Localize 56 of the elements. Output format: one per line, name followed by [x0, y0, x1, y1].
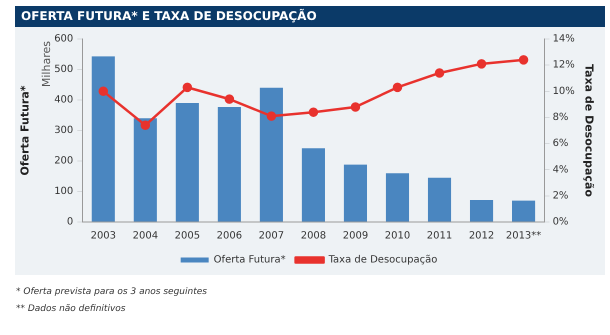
y-tick-label: 100 — [54, 186, 74, 198]
point — [350, 102, 360, 112]
text: ** Dados não definitivos — [16, 303, 126, 316]
y2-tick-label: 4% — [552, 164, 568, 176]
bar — [260, 88, 283, 222]
y2-tick-label: 14% — [552, 34, 575, 45]
x-tick-label: 2010 — [384, 230, 410, 242]
x-tick-label: 2013** — [506, 230, 542, 242]
y-tick-label: 300 — [54, 125, 74, 136]
y-tick-label: 600 — [54, 34, 74, 45]
y2-tick-label: 6% — [552, 138, 568, 150]
y2-tick-label: 10% — [552, 86, 575, 97]
y2-tick-label: 0% — [552, 216, 568, 228]
x-tick-label: 2003 — [90, 230, 116, 242]
y-tick-label: 200 — [54, 156, 74, 167]
bar — [512, 200, 536, 222]
bar — [92, 56, 115, 222]
x-tick-label: 2006 — [216, 230, 242, 242]
chart-title: OFERTA FUTURA* E TAXA DE DESOCUPAÇÃO — [15, 6, 605, 27]
y2-tick-label: 12% — [552, 60, 575, 71]
x-tick-label: 2005 — [174, 230, 200, 242]
x-tick-label: 2011 — [426, 230, 452, 242]
y2-axis-title: Taxa de Desocupação — [582, 64, 596, 198]
text: * Oferta prevista para os 3 anos seguintes — [16, 286, 207, 299]
bar — [176, 103, 199, 222]
y2-tick-label: 2% — [552, 190, 568, 202]
bar — [218, 107, 241, 222]
x-tick-label: 2004 — [132, 230, 158, 242]
bar — [428, 178, 452, 222]
x-tick-label: 2009 — [342, 230, 368, 242]
bar — [344, 164, 368, 222]
point — [308, 107, 318, 117]
text: Milhares — [40, 40, 53, 88]
point — [434, 68, 444, 78]
point — [392, 82, 402, 92]
bar — [302, 148, 325, 222]
x-tick-label: 2008 — [300, 230, 326, 242]
bar — [134, 118, 157, 222]
y-axis-title: Oferta Futura* — [18, 85, 32, 176]
point — [476, 59, 486, 69]
point — [266, 111, 276, 121]
bar — [386, 173, 410, 222]
point — [182, 82, 192, 92]
legend-label: Taxa de Desocupação — [328, 254, 438, 266]
point — [518, 55, 528, 65]
x-tick-label: 2012 — [468, 230, 494, 242]
y-tick-label: 500 — [54, 64, 74, 76]
point — [224, 94, 234, 104]
y2-tick-label: 8% — [552, 112, 568, 124]
point — [98, 86, 108, 96]
point — [140, 120, 150, 130]
x-tick-label: 2007 — [258, 230, 284, 242]
y-tick-label: 400 — [54, 94, 74, 106]
legend-label: Oferta Futura* — [214, 254, 286, 266]
bar — [470, 200, 494, 222]
y-tick-label: 0 — [66, 216, 74, 228]
